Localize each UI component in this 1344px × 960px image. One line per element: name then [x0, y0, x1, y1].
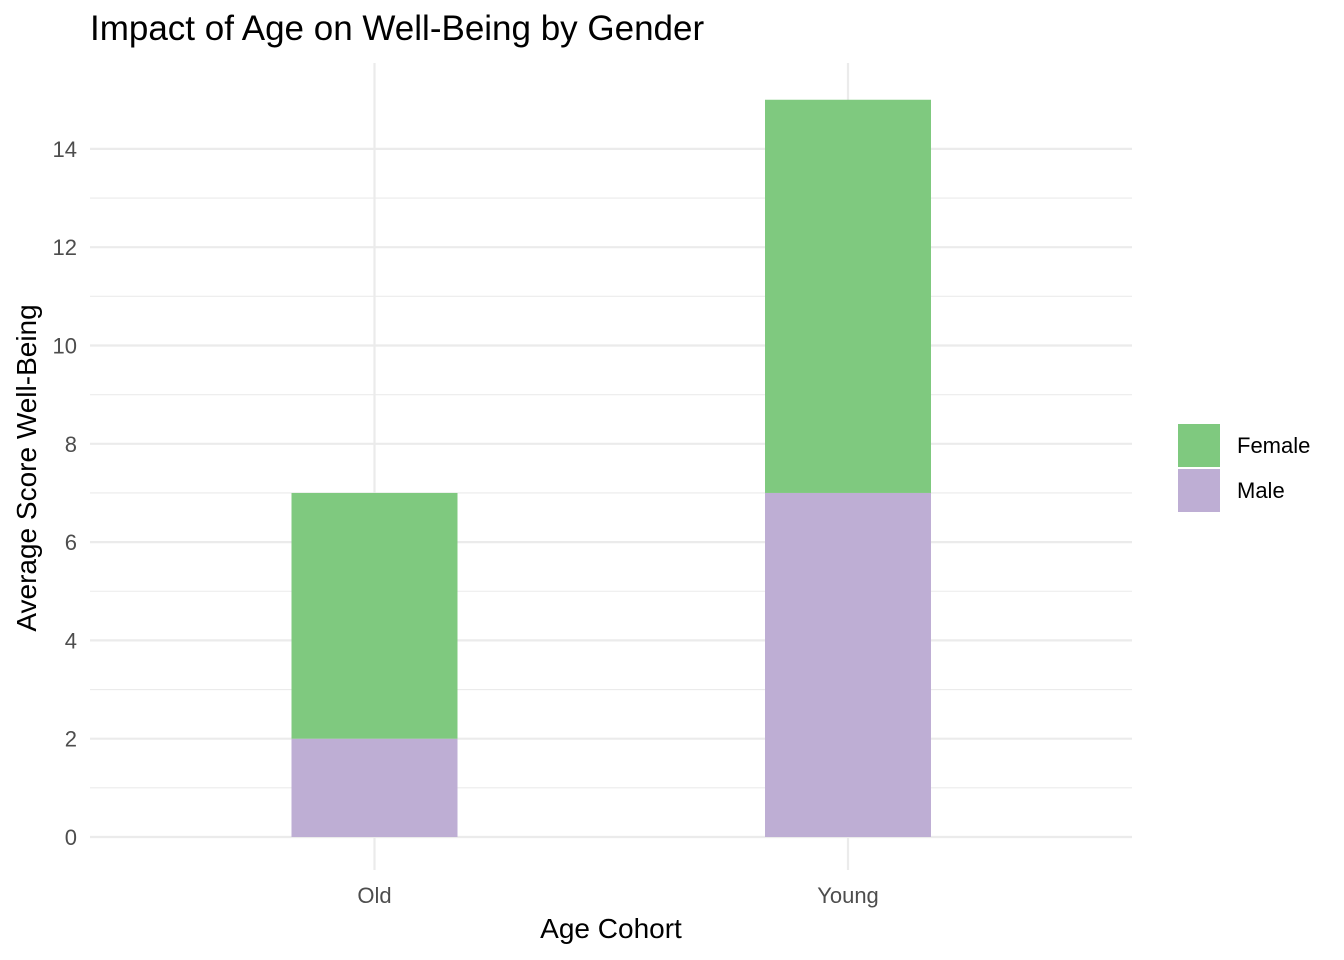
- y-tick-label: 0: [65, 825, 77, 850]
- x-tick-label: Old: [357, 883, 391, 908]
- y-tick-label: 10: [53, 334, 77, 359]
- bar-old-female: [291, 492, 458, 739]
- x-axis-ticks: Old Young: [357, 883, 878, 908]
- y-tick-label: 2: [65, 727, 77, 752]
- y-axis-ticks: 0 2 4 6 8 10 12 14: [53, 137, 77, 850]
- bar-young-male: [765, 492, 931, 837]
- gridlines: [90, 63, 1132, 870]
- y-tick-label: 6: [65, 530, 77, 555]
- y-axis-title: Average Score Well-Being: [11, 304, 42, 631]
- x-axis-title: Age Cohort: [540, 913, 682, 944]
- x-tick-label: Young: [817, 883, 879, 908]
- legend-label-male: Male: [1237, 478, 1285, 503]
- bar-old-male: [291, 738, 458, 837]
- bar-young-female: [765, 99, 931, 493]
- legend-key-female: [1178, 424, 1220, 467]
- legend: Female Male: [1178, 424, 1310, 512]
- bars: [291, 99, 931, 837]
- y-tick-label: 12: [53, 235, 77, 260]
- legend-key-male: [1178, 469, 1220, 512]
- legend-label-female: Female: [1237, 433, 1310, 458]
- y-tick-label: 14: [53, 137, 77, 162]
- y-tick-label: 8: [65, 432, 77, 457]
- y-tick-label: 4: [65, 628, 77, 653]
- chart-title: Impact of Age on Well-Being by Gender: [90, 9, 704, 48]
